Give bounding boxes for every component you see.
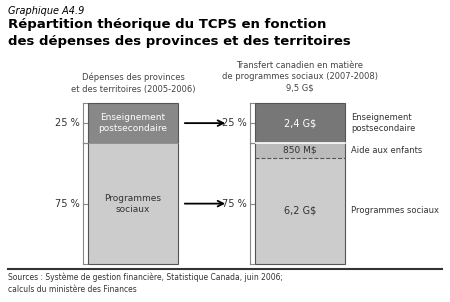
Text: 2,4 G$: 2,4 G$ bbox=[284, 118, 316, 128]
Text: 6,2 G$: 6,2 G$ bbox=[284, 206, 316, 216]
Text: Dépenses des provinces
et des territoires (2005-2006): Dépenses des provinces et des territoire… bbox=[71, 73, 195, 94]
Text: Enseignement
postsecondaire: Enseignement postsecondaire bbox=[351, 114, 415, 133]
Bar bbox=[88, 103, 178, 264]
Bar bbox=[255, 103, 345, 264]
Bar bbox=[255, 103, 345, 143]
Bar bbox=[88, 143, 178, 264]
Text: 850 M$: 850 M$ bbox=[283, 146, 317, 155]
Text: Enseignement
postsecondaire: Enseignement postsecondaire bbox=[99, 113, 167, 133]
Text: Graphique A4.9: Graphique A4.9 bbox=[8, 6, 85, 16]
Bar bbox=[255, 158, 345, 264]
Bar bbox=[255, 143, 345, 158]
Text: 75 %: 75 % bbox=[222, 199, 247, 209]
Text: 25 %: 25 % bbox=[222, 118, 247, 128]
Text: Programmes
sociaux: Programmes sociaux bbox=[104, 194, 162, 214]
Text: Programmes sociaux: Programmes sociaux bbox=[351, 206, 439, 215]
Text: 75 %: 75 % bbox=[55, 199, 80, 209]
Bar bbox=[88, 103, 178, 143]
Text: Aide aux enfants: Aide aux enfants bbox=[351, 146, 422, 155]
Text: Sources : Système de gestion financière, Statistique Canada, juin 2006;
calculs : Sources : Système de gestion financière,… bbox=[8, 273, 283, 294]
Text: Transfert canadien en matière
de programmes sociaux (2007-2008)
9,5 G$: Transfert canadien en matière de program… bbox=[222, 61, 378, 92]
Text: 25 %: 25 % bbox=[55, 118, 80, 128]
Text: Répartition théorique du TCPS en fonction
des dépenses des provinces et des terr: Répartition théorique du TCPS en fonctio… bbox=[8, 18, 351, 47]
